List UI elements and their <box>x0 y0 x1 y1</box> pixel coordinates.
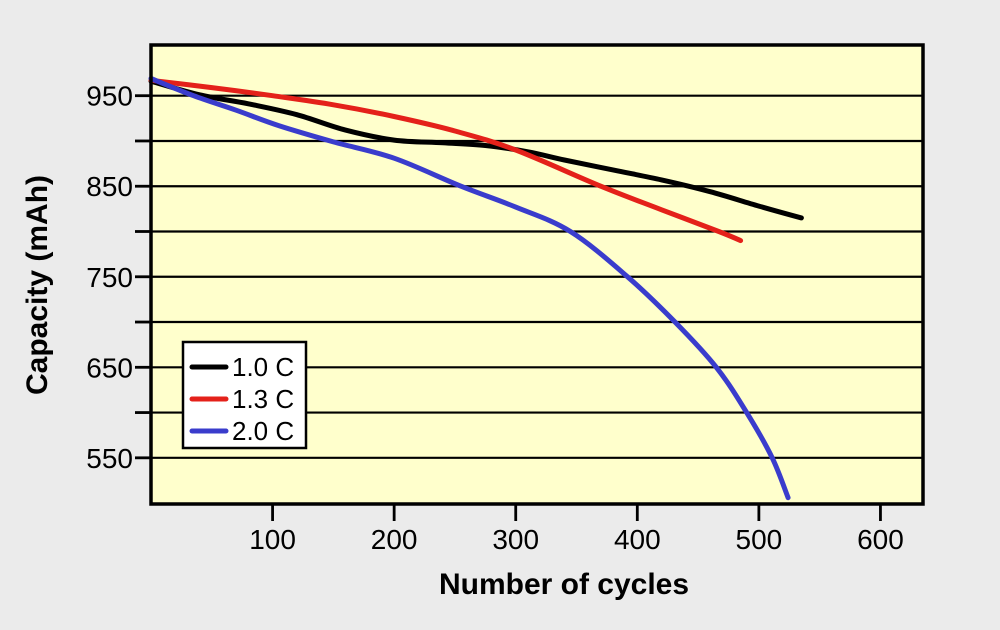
x-tick-label-400: 400 <box>614 524 661 555</box>
x-tick-label-200: 200 <box>371 524 418 555</box>
x-tick-label-600: 600 <box>857 524 904 555</box>
legend-label-1-0-c: 1.0 C <box>232 352 294 382</box>
legend-label-1-3-c: 1.3 C <box>232 384 294 414</box>
y-tick-label-650: 650 <box>86 352 133 383</box>
series-line-1-3-c <box>148 77 744 244</box>
y-tick-label-950: 950 <box>86 81 133 112</box>
y-axis-title: Capacity (mAh) <box>21 175 54 395</box>
x-tick-label-100: 100 <box>249 524 296 555</box>
plot-border <box>149 43 925 506</box>
y-tick-label-750: 750 <box>86 262 133 293</box>
series-line-2-0-c <box>148 76 791 501</box>
x-axis-title: Number of cycles <box>439 568 689 601</box>
x-tick-label-300: 300 <box>492 524 539 555</box>
legend-label-2-0-c: 2.0 C <box>232 416 294 446</box>
tick-label-layer: 550 650 750 850 950 100 200 300 400 500 600 <box>86 81 904 555</box>
x-tick-label-500: 500 <box>736 524 783 555</box>
y-tick-label-850: 850 <box>86 171 133 202</box>
tick-layer <box>135 94 882 521</box>
y-tick-label-550: 550 <box>86 443 133 474</box>
series-layer <box>148 76 804 501</box>
legend: 1.0 C1.3 C2.0 C <box>181 340 308 450</box>
series-line-1-0-c <box>148 78 804 221</box>
plot-frame-layer <box>149 43 925 506</box>
